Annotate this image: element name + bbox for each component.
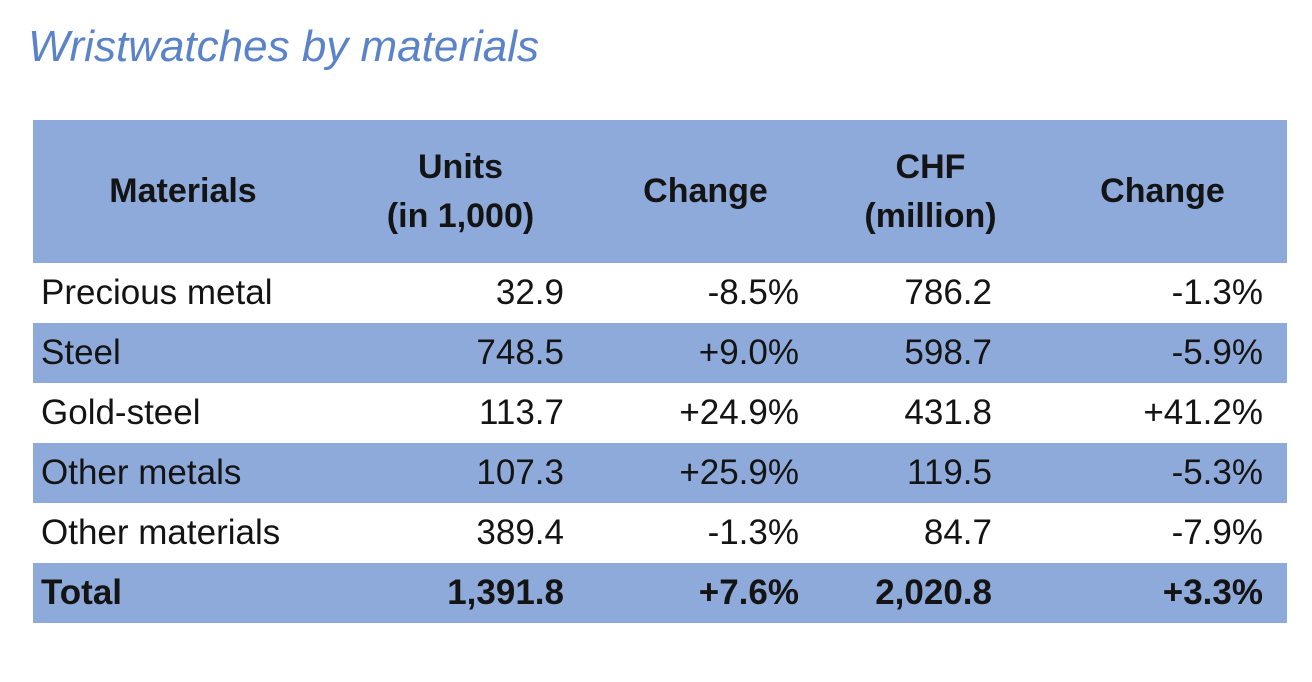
cell-chf: 598.7 bbox=[823, 323, 1038, 383]
cell-units: 1,391.8 bbox=[333, 563, 588, 623]
header-cell-chf: CHF (million) bbox=[823, 120, 1038, 263]
cell-chf: 786.2 bbox=[823, 263, 1038, 323]
table-row: Precious metal 32.9 -8.5% 786.2 -1.3% bbox=[33, 263, 1287, 323]
cell-material: Precious metal bbox=[33, 263, 333, 323]
cell-chf: 119.5 bbox=[823, 443, 1038, 503]
page-title: Wristwatches by materials bbox=[28, 22, 540, 71]
table-row-total: Total 1,391.8 +7.6% 2,020.8 +3.3% bbox=[33, 563, 1287, 623]
cell-material: Other metals bbox=[33, 443, 333, 503]
cell-units-change: -1.3% bbox=[588, 503, 823, 563]
cell-material: Steel bbox=[33, 323, 333, 383]
table-header-row: Materials Units (in 1,000) Change CHF (m… bbox=[33, 120, 1287, 263]
cell-chf: 431.8 bbox=[823, 383, 1038, 443]
header-cell-units-change: Change bbox=[588, 120, 823, 263]
cell-units-change: -8.5% bbox=[588, 263, 823, 323]
cell-chf-change: -1.3% bbox=[1038, 263, 1287, 323]
cell-chf-change: -5.3% bbox=[1038, 443, 1287, 503]
cell-units: 32.9 bbox=[333, 263, 588, 323]
cell-chf-change: +3.3% bbox=[1038, 563, 1287, 623]
table-row: Other metals 107.3 +25.9% 119.5 -5.3% bbox=[33, 443, 1287, 503]
cell-chf-change: -5.9% bbox=[1038, 323, 1287, 383]
header-cell-chf-change: Change bbox=[1038, 120, 1287, 263]
cell-material: Other materials bbox=[33, 503, 333, 563]
cell-chf: 84.7 bbox=[823, 503, 1038, 563]
table-row: Gold-steel 113.7 +24.9% 431.8 +41.2% bbox=[33, 383, 1287, 443]
cell-chf-change: +41.2% bbox=[1038, 383, 1287, 443]
cell-units: 389.4 bbox=[333, 503, 588, 563]
cell-chf-change: -7.9% bbox=[1038, 503, 1287, 563]
cell-units: 107.3 bbox=[333, 443, 588, 503]
cell-material: Gold-steel bbox=[33, 383, 333, 443]
wristwatches-by-materials-table: Materials Units (in 1,000) Change CHF (m… bbox=[33, 120, 1287, 623]
cell-material: Total bbox=[33, 563, 333, 623]
header-cell-units: Units (in 1,000) bbox=[333, 120, 588, 263]
cell-units: 113.7 bbox=[333, 383, 588, 443]
table-row: Other materials 389.4 -1.3% 84.7 -7.9% bbox=[33, 503, 1287, 563]
cell-chf: 2,020.8 bbox=[823, 563, 1038, 623]
cell-units-change: +9.0% bbox=[588, 323, 823, 383]
cell-units-change: +24.9% bbox=[588, 383, 823, 443]
cell-units-change: +25.9% bbox=[588, 443, 823, 503]
cell-units: 748.5 bbox=[333, 323, 588, 383]
cell-units-change: +7.6% bbox=[588, 563, 823, 623]
header-cell-materials: Materials bbox=[33, 120, 333, 263]
table-row: Steel 748.5 +9.0% 598.7 -5.9% bbox=[33, 323, 1287, 383]
